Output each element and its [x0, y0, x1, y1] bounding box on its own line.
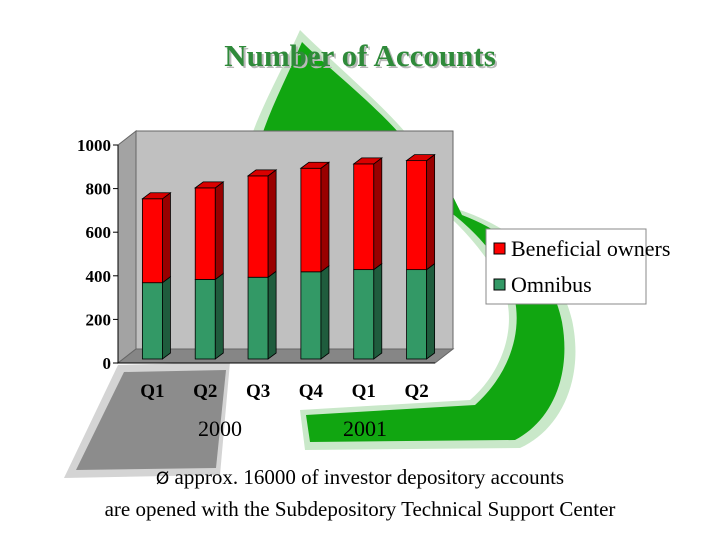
bar-beneficial-2: [194, 181, 225, 281]
footnote-text-2: are opened with the Subdepository Techni…: [104, 497, 616, 521]
x-tick-label: Q2: [193, 381, 217, 402]
bar-beneficial-3: [246, 169, 278, 279]
y-axis: 0 200 400 600 800 1000: [77, 136, 119, 373]
x-tick-label: Q4: [299, 381, 324, 402]
x-axis: Q1 Q2 Q3 Q4 Q1 Q2: [118, 362, 435, 402]
bar-beneficial-4: [299, 161, 331, 273]
bar-omnibus-3: [247, 270, 277, 360]
x-tick-label: Q2: [404, 381, 428, 402]
y-tick-label: 1000: [77, 136, 111, 155]
year-label-2001: 2001: [343, 416, 387, 441]
footnote-line-1: Ø approx. 16000 of investor depository a…: [0, 462, 720, 494]
legend-swatch: [493, 278, 506, 291]
y-tick-label: 800: [86, 180, 112, 199]
gray-arrow-shape: [64, 362, 230, 478]
x-tick-label: Q3: [246, 381, 270, 402]
legend-box: [485, 228, 647, 305]
bar-beneficial-6: [405, 153, 436, 271]
y-tick-label: 400: [86, 267, 112, 286]
legend-label: Beneficial owners: [511, 236, 670, 261]
footnote-text-1: approx. 16000 of investor depository acc…: [174, 465, 565, 489]
arrow-bullet-icon: Ø: [155, 469, 170, 489]
bar-omnibus-6: [406, 262, 436, 360]
year-label-2000: 2000: [198, 416, 242, 441]
slide-title: Number of Accounts: [224, 38, 496, 73]
y-tick-label: 200: [86, 310, 112, 329]
legend: Beneficial owners Omnibus: [485, 228, 670, 305]
bar-omnibus-2: [194, 272, 224, 360]
bar-beneficial-5: [352, 157, 383, 271]
y-tick-label: 0: [103, 354, 112, 373]
footnote: Ø approx. 16000 of investor depository a…: [0, 462, 720, 524]
bar-omnibus-1: [141, 275, 171, 360]
bar-beneficial-1: [141, 191, 172, 284]
legend-label: Omnibus: [511, 272, 592, 297]
bars: [141, 153, 436, 360]
back-wall: [135, 130, 454, 350]
x-tick-label: Q1: [352, 381, 376, 402]
y-tick-label: 600: [86, 223, 112, 242]
bar-omnibus-4: [300, 264, 330, 360]
x-tick-label: Q1: [140, 381, 164, 402]
bar-omnibus-5: [353, 262, 383, 360]
legend-swatch: [493, 242, 506, 255]
side-wall: [117, 129, 137, 365]
